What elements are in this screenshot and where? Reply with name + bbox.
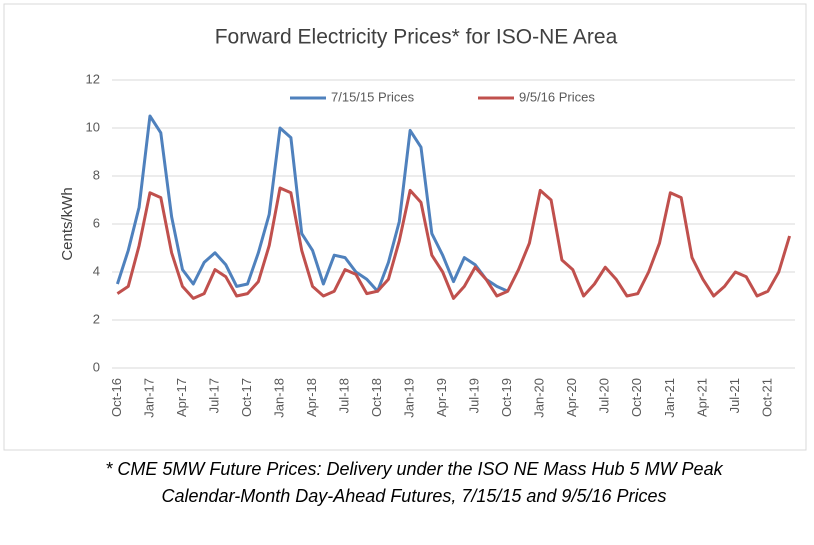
legend-label: 9/5/16 Prices [519, 89, 595, 104]
series-line [116, 186, 792, 300]
x-tick-label: Oct-20 [629, 378, 644, 417]
footnote: Calendar-Month Day-Ahead Futures, 7/15/1… [162, 486, 667, 506]
x-tick-label: Jul-21 [727, 378, 742, 413]
x-tick-label: Jan-18 [271, 378, 286, 418]
x-tick-label: Apr-21 [694, 378, 709, 417]
y-tick-label: 0 [93, 359, 100, 374]
x-tick-label: Jan-20 [532, 378, 547, 418]
x-tick-label: Oct-19 [499, 378, 514, 417]
chart-title: Forward Electricity Prices* for ISO-NE A… [215, 26, 618, 49]
y-tick-label: 8 [93, 167, 100, 182]
y-axis-title: Cents/kWh [59, 187, 76, 260]
x-tick-label: Jan-21 [662, 378, 677, 418]
x-tick-label: Apr-20 [564, 378, 579, 417]
x-tick-label: Jul-17 [206, 378, 221, 413]
y-tick-label: 12 [86, 71, 100, 86]
x-tick-label: Oct-18 [369, 378, 384, 417]
y-tick-label: 6 [93, 215, 100, 230]
y-tick-label: 10 [86, 119, 100, 134]
x-tick-label: Jan-17 [141, 378, 156, 418]
y-tick-label: 2 [93, 311, 100, 326]
legend-label: 7/15/15 Prices [331, 89, 415, 104]
x-tick-label: Jul-20 [597, 378, 612, 413]
x-tick-label: Oct-21 [759, 378, 774, 417]
y-tick-label: 4 [93, 263, 100, 278]
x-tick-label: Oct-16 [109, 378, 124, 417]
series-line [115, 114, 509, 293]
x-tick-label: Apr-19 [434, 378, 449, 417]
chart-frame [3, 3, 807, 451]
x-tick-label: Jul-19 [467, 378, 482, 413]
footnote: * CME 5MW Future Prices: Delivery under … [105, 459, 723, 479]
x-tick-label: Oct-17 [239, 378, 254, 417]
x-tick-label: Apr-18 [304, 378, 319, 417]
x-tick-label: Jul-18 [337, 378, 352, 413]
x-tick-label: Jan-19 [402, 378, 417, 418]
x-tick-label: Apr-17 [174, 378, 189, 417]
